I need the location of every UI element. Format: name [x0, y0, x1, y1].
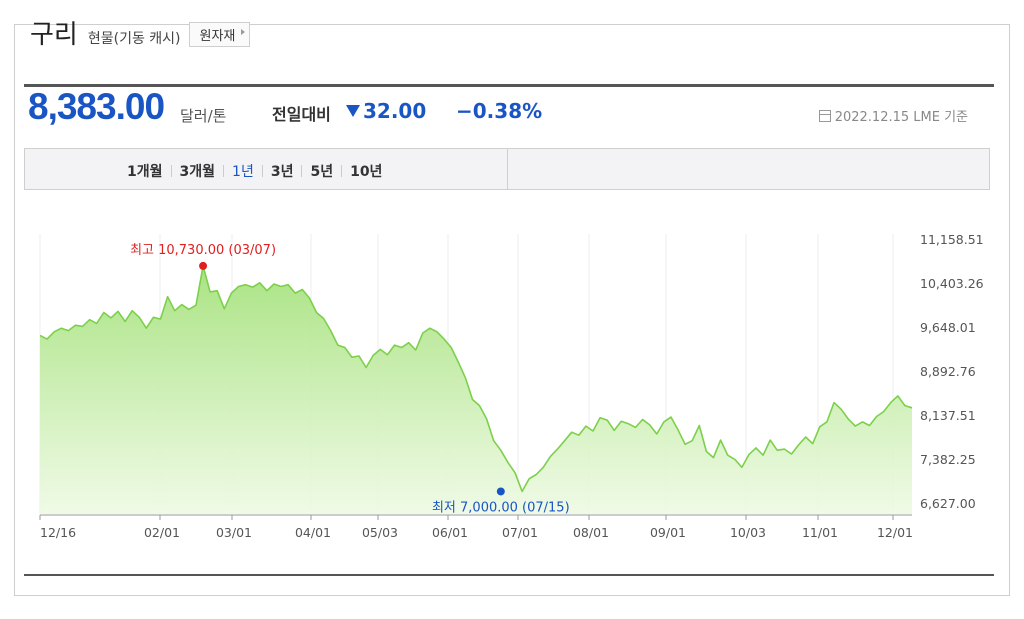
max-marker	[199, 261, 208, 270]
price-summary: 8,383.00 달러/톤 전일대비 32.00 −0.38% 2022.12.…	[28, 86, 968, 132]
series-line	[39, 265, 913, 493]
tab-separator	[261, 165, 263, 177]
tab-period[interactable]: 5년	[310, 164, 334, 180]
tab-period[interactable]: 3개월	[179, 164, 216, 180]
x-tick-label: 05/03	[362, 525, 398, 540]
current-price: 8,383.00	[28, 86, 165, 127]
change-percent: −0.38%	[456, 99, 543, 123]
title-row: 구리 현물(기동 캐시) 원자재	[30, 14, 251, 50]
min-label: 최저 7,000.00 (07/15)	[432, 500, 570, 515]
tab-separator	[301, 165, 303, 177]
series-area	[40, 265, 912, 514]
x-tick-label: 07/01	[502, 525, 538, 540]
header-divider	[24, 84, 994, 87]
page-subtitle: 현물(기동 캐시)	[87, 31, 181, 47]
down-triangle-icon	[346, 105, 360, 117]
max-label: 최고 10,730.00 (03/07)	[130, 243, 276, 258]
x-tick-label: 10/03	[730, 525, 766, 540]
tab-separator	[170, 165, 172, 177]
tab-separator	[341, 165, 343, 177]
footer-divider	[24, 574, 994, 576]
price-unit: 달러/톤	[180, 107, 227, 125]
y-tick-label: 7,382.25	[920, 452, 976, 467]
y-tick-label: 9,648.01	[920, 320, 976, 335]
x-tick-label: 09/01	[650, 525, 686, 540]
y-tick-label: 10,403.26	[920, 276, 984, 291]
y-tick-label: 8,137.51	[920, 408, 976, 423]
compare-label: 전일대비	[272, 105, 331, 124]
tab-period[interactable]: 3년	[270, 164, 294, 180]
change-value: 32.00	[346, 99, 426, 123]
date-source-text: 2022.12.15 LME 기준	[834, 110, 968, 125]
category-button[interactable]: 원자재	[188, 22, 251, 47]
y-tick-label: 8,892.76	[920, 364, 976, 379]
period-tabs: 1개월 3개월 1년 3년 5년 10년	[119, 161, 390, 181]
category-button-label: 원자재	[199, 29, 236, 44]
x-tick-label: 12/01	[877, 525, 913, 540]
date-source: 2022.12.15 LME 기준	[818, 106, 968, 125]
x-tick-label: 04/01	[295, 525, 331, 540]
x-tick-label: 12/16	[40, 525, 76, 540]
calendar-icon	[818, 109, 831, 122]
tabbar-divider	[507, 149, 508, 189]
x-tick-label: 06/01	[432, 525, 468, 540]
x-tick-label: 11/01	[802, 525, 838, 540]
tab-period[interactable]: 10년	[350, 164, 383, 180]
y-tick-label: 6,627.00	[920, 496, 976, 511]
min-marker	[496, 487, 505, 496]
x-tick-label: 03/01	[216, 525, 252, 540]
page-title: 구리	[30, 20, 78, 50]
tab-period[interactable]: 1년	[232, 164, 254, 180]
period-tabbar: 1개월 3개월 1년 3년 5년 10년	[24, 148, 990, 190]
x-tick-label: 02/01	[144, 525, 180, 540]
change-amount: 32.00	[363, 99, 427, 123]
tab-separator	[223, 165, 225, 177]
y-tick-label: 11,158.51	[920, 232, 984, 247]
chevron-right-icon	[241, 29, 246, 35]
tab-period[interactable]: 1개월	[127, 164, 163, 180]
x-tick-label: 08/01	[573, 525, 609, 540]
